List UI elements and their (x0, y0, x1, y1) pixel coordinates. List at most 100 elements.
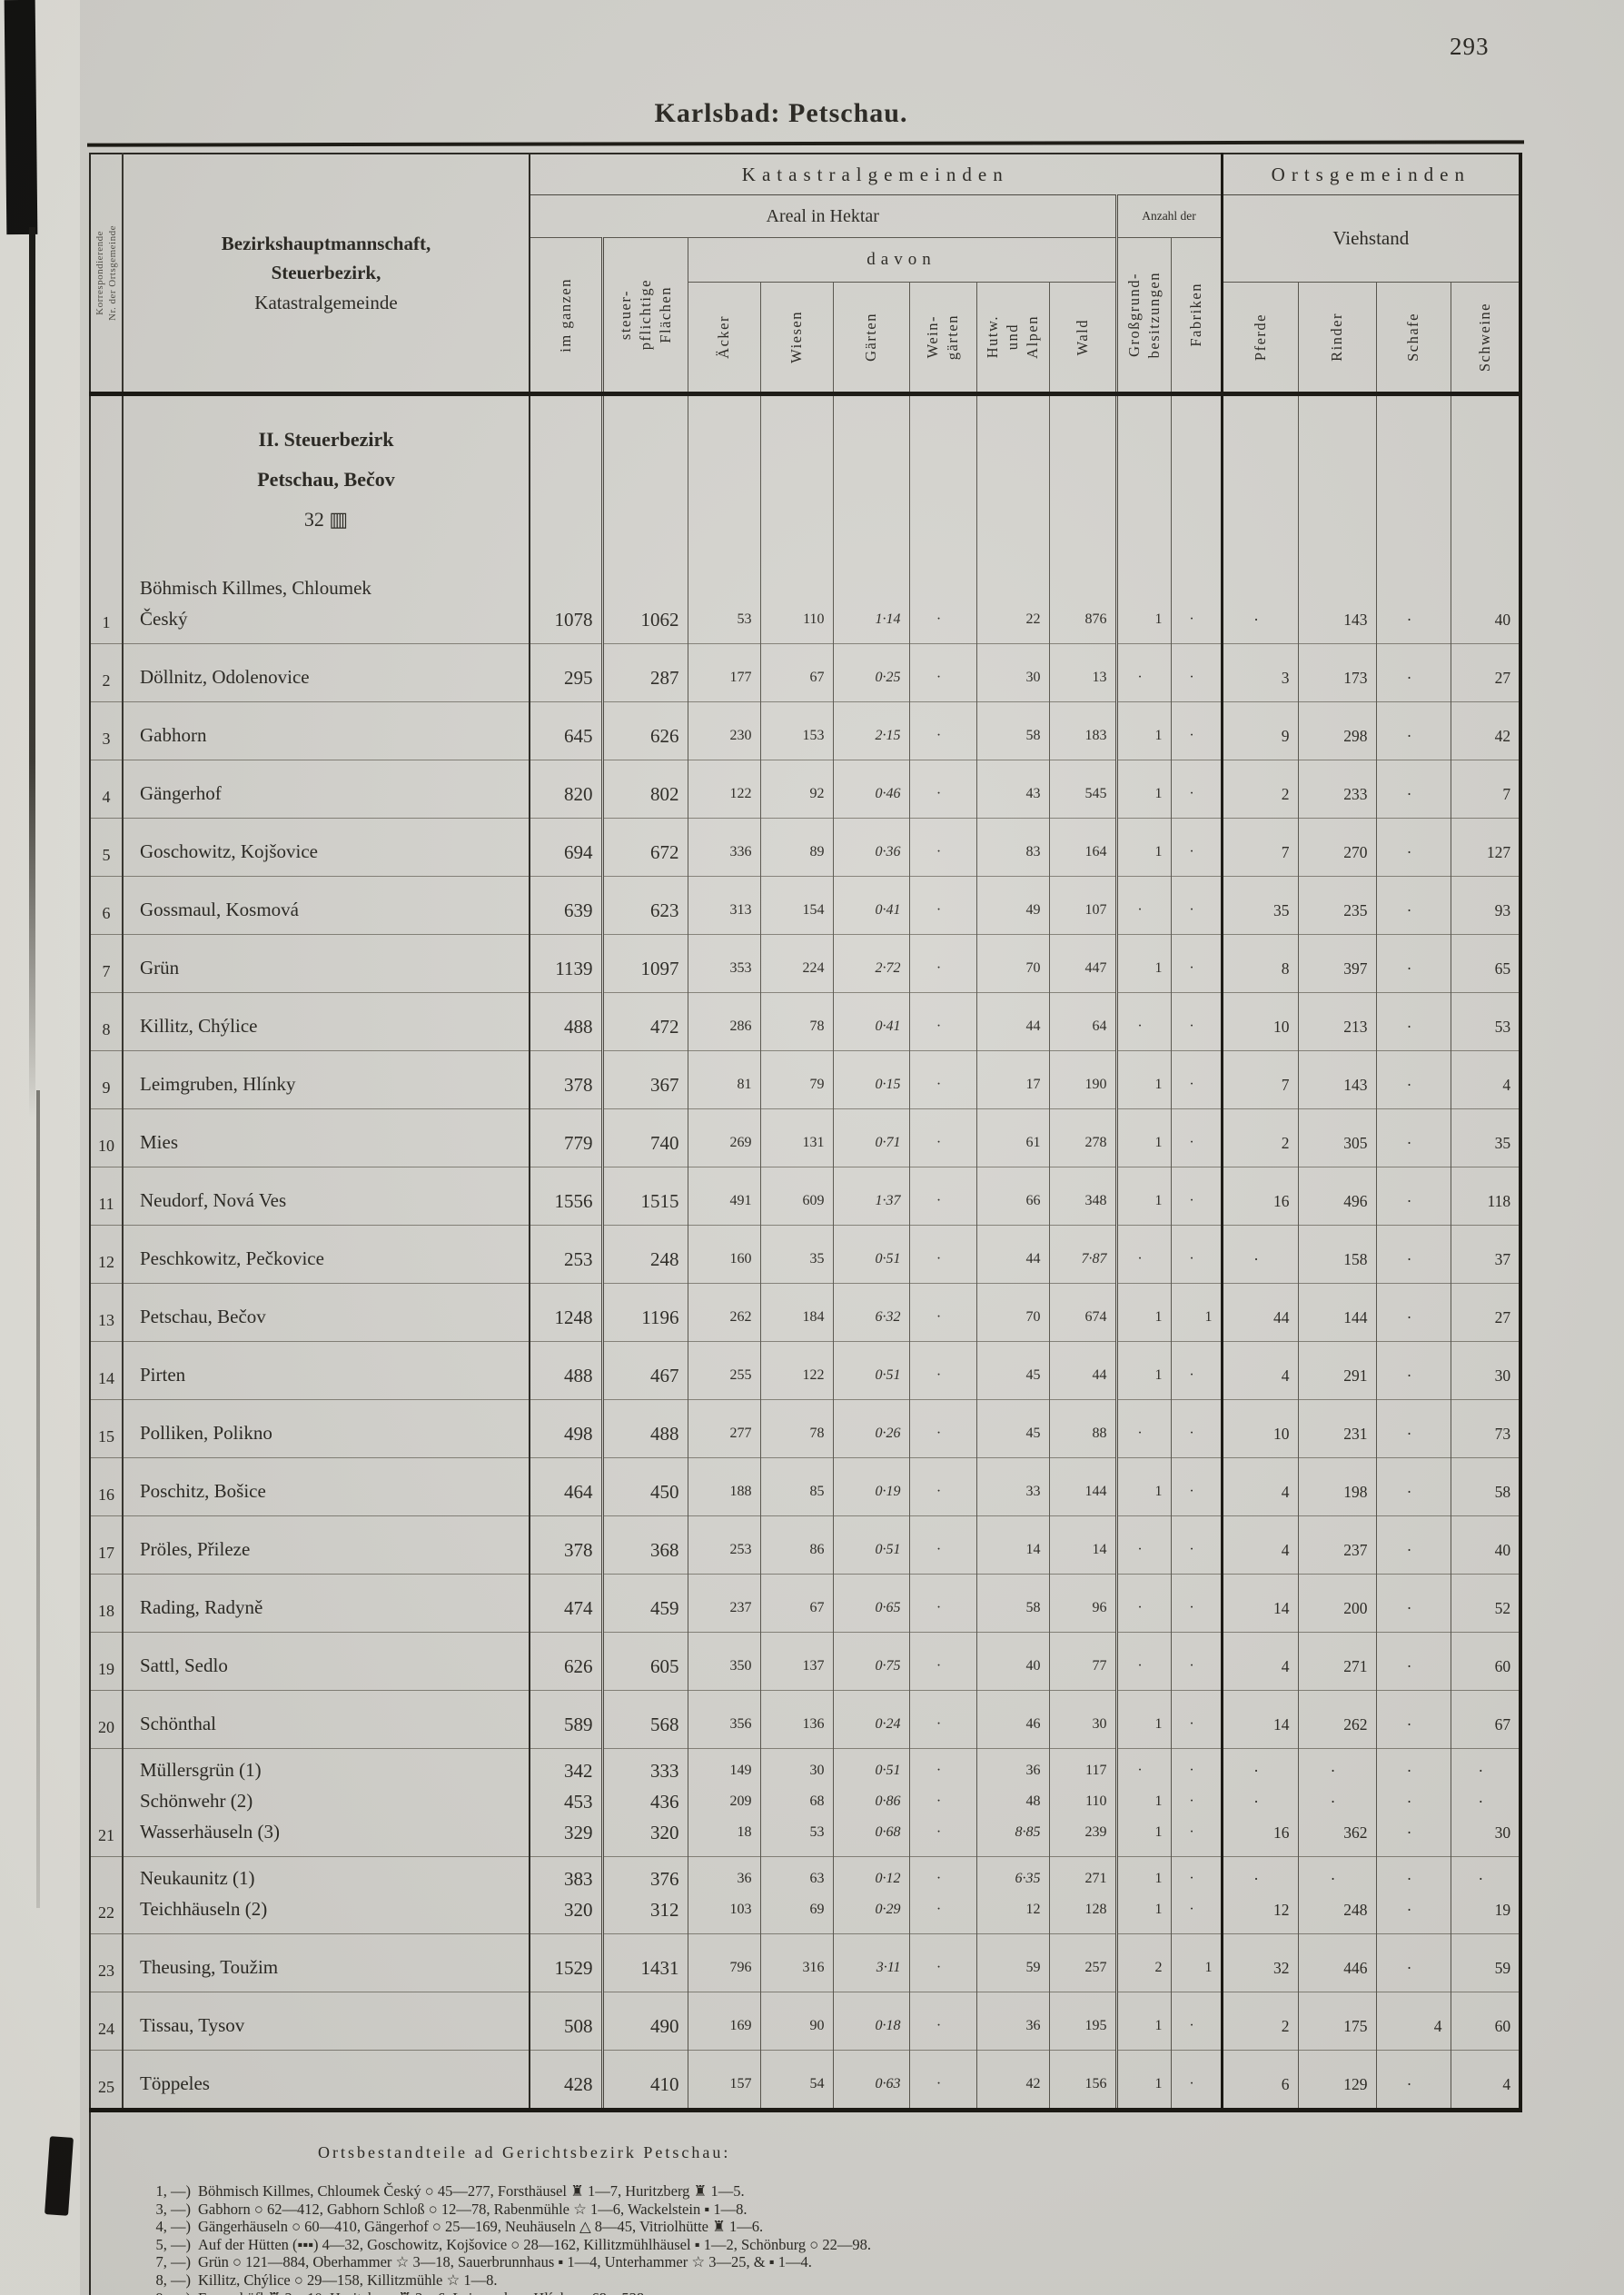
katastralgemeinde-name: Pirten (123, 1341, 530, 1400)
value-cell: 195 (1048, 1992, 1116, 2051)
value-cell: 376 312 (600, 1856, 688, 1934)
table-header: Korrespondierende Nr. der Ortsgemeinde B… (89, 153, 1521, 394)
value-cell: 672 (600, 818, 688, 877)
value-cell: 1 (1170, 1933, 1223, 1992)
col-header-fabriken: Fabriken (1170, 237, 1223, 394)
value-cell: 79 (759, 1050, 833, 1109)
value-cell: · (1114, 992, 1171, 1051)
value-cell: 820 (529, 760, 602, 819)
table-row: 4 Gängerhof 820 802 122 92 0·46 · 43 545 1 · 2 233 · 7 (90, 760, 1521, 819)
value-cell: 30 (1450, 1341, 1521, 1400)
value-cell: 1 (1114, 2050, 1171, 2111)
value-cell: 0·19 (832, 1457, 909, 1516)
value-cell: 136 (759, 1690, 833, 1749)
value-cell: 1078 (529, 556, 602, 644)
katastralgemeinde-name: Töppeles (123, 2050, 530, 2111)
value-cell: 1097 (600, 934, 688, 993)
row-number: 23 (90, 1933, 124, 1992)
row-number: 16 (90, 1457, 124, 1516)
value-cell: 496 (1297, 1167, 1377, 1226)
value-cell: 253 (529, 1225, 602, 1284)
katastralgemeinde-name: Mies (123, 1108, 530, 1167)
value-cell: 253 (687, 1515, 760, 1575)
value-cell: · · · (1170, 1748, 1223, 1857)
value-cell: 14 (1220, 1690, 1299, 1749)
footnote-text: Auf der Hütten (▪▪▪) 4—32, Goschowitz, K… (198, 2235, 871, 2253)
value-cell: 35 (1450, 1108, 1521, 1167)
value-cell: · (1170, 556, 1223, 644)
value-cell: 350 (687, 1632, 760, 1691)
row-number: 15 (90, 1399, 124, 1458)
value-cell: · (1170, 1992, 1223, 2051)
value-cell: 32 (1220, 1933, 1299, 1992)
row-number: 11 (90, 1167, 124, 1226)
value-cell: 491 (687, 1167, 760, 1226)
value-cell: 2 (1114, 1933, 1171, 1992)
value-cell: 674 (1048, 1283, 1116, 1342)
footnote-line: 5, —) Auf der Hütten (▪▪▪) 4—32, Goschowi… (127, 2236, 1490, 2254)
col-header-schafe: Schafe (1375, 282, 1451, 394)
col-header-schweine: Schweine (1450, 282, 1521, 394)
value-cell: 4 (1450, 1050, 1521, 1109)
value-cell: · (1375, 1632, 1451, 1691)
value-cell: 169 (687, 1992, 760, 2051)
value-cell: 6·32 (832, 1283, 909, 1342)
footnote-label: 5, —) (155, 2235, 192, 2253)
table-row: 10 Mies 779 740 269 131 0·71 · 61 278 1 · 2 305 · 35 (90, 1108, 1521, 1167)
value-cell: · (1375, 643, 1451, 702)
value-cell: 316 (759, 1933, 833, 1992)
value-cell: · 1 1 (1114, 1748, 1171, 1857)
value-cell: · (1375, 760, 1451, 819)
value-cell: 58 (975, 1574, 1049, 1633)
value-cell: 14 (975, 1515, 1049, 1575)
value-cell: 6 (1220, 2050, 1299, 2111)
value-cell: 36 (975, 1992, 1049, 2051)
katastralgemeinde-name: Killitz, Chýlice (123, 992, 530, 1051)
value-cell: 53 (1450, 992, 1521, 1051)
value-cell: 0·51 (832, 1225, 909, 1284)
footnotes-title: Ortsbestandteile ad Gerichtsbezirk Petsc… (318, 2143, 731, 2161)
value-cell: 131 (759, 1108, 833, 1167)
value-cell: · (1375, 556, 1451, 644)
value-cell: 8 (1220, 934, 1299, 993)
value-cell: 190 (1048, 1050, 1116, 1109)
value-cell: 271 128 (1048, 1856, 1116, 1934)
col-header-grossgrundbesitzungen: Großgrund-besitzungen (1114, 237, 1172, 394)
value-cell: 9 (1220, 701, 1299, 760)
value-cell: 464 (529, 1457, 602, 1516)
value-cell: 1 (1114, 1108, 1171, 1167)
row-number: 22 (90, 1856, 124, 1934)
value-cell: 1 (1114, 556, 1171, 644)
value-cell: 0·51 (832, 1515, 909, 1575)
row-number: 7 (90, 934, 124, 993)
value-cell: 488 (600, 1399, 688, 1458)
value-cell: 626 (529, 1632, 602, 1691)
value-cell: · (1170, 2050, 1223, 2111)
table-row: 14 Pirten 488 467 255 122 0·51 · 45 44 1 · 4 291 · 30 (90, 1341, 1521, 1400)
value-cell: · (1375, 1283, 1451, 1342)
value-cell: 568 (600, 1690, 688, 1749)
value-cell: 796 (687, 1933, 760, 1992)
value-cell: 0·24 (832, 1690, 909, 1749)
value-cell: 92 (759, 760, 833, 819)
katastralgemeinde-name: Müllersgrün (1) Schönwehr (2) Wasserhäusel… (123, 1748, 530, 1857)
katastralgemeinde-name: Grün (123, 934, 530, 993)
value-cell: 96 (1048, 1574, 1116, 1633)
katastralgemeinde-name: Peschkowitz, Pečkovice (123, 1225, 530, 1284)
value-cell: · (1375, 818, 1451, 877)
value-cell: 1 (1114, 760, 1171, 819)
value-cell: 450 (600, 1457, 688, 1516)
value-cell: 93 (1450, 876, 1521, 935)
value-cell: 490 (600, 1992, 688, 2051)
value-cell: 467 (600, 1341, 688, 1400)
row-number: 10 (90, 1108, 124, 1167)
name-column-header: Bezirkshauptmannschaft, Steuerbezirk, Ka… (122, 153, 530, 394)
table-row: 17 Pröles, Přileze 378 368 253 86 0·51 · 14 14 · · 4… (90, 1515, 1521, 1575)
value-cell: · (1170, 1457, 1223, 1516)
value-cell: 30 68 53 (759, 1748, 833, 1857)
value-cell: 54 (759, 2050, 833, 2111)
value-cell: 545 (1048, 760, 1116, 819)
value-cell: · (1375, 1574, 1451, 1633)
katastralgemeinde-name: Neudorf, Nová Ves (123, 1167, 530, 1226)
footnote-text: Killitz, Chýlice ○ 29—158, Killitzmühle … (198, 2270, 498, 2289)
